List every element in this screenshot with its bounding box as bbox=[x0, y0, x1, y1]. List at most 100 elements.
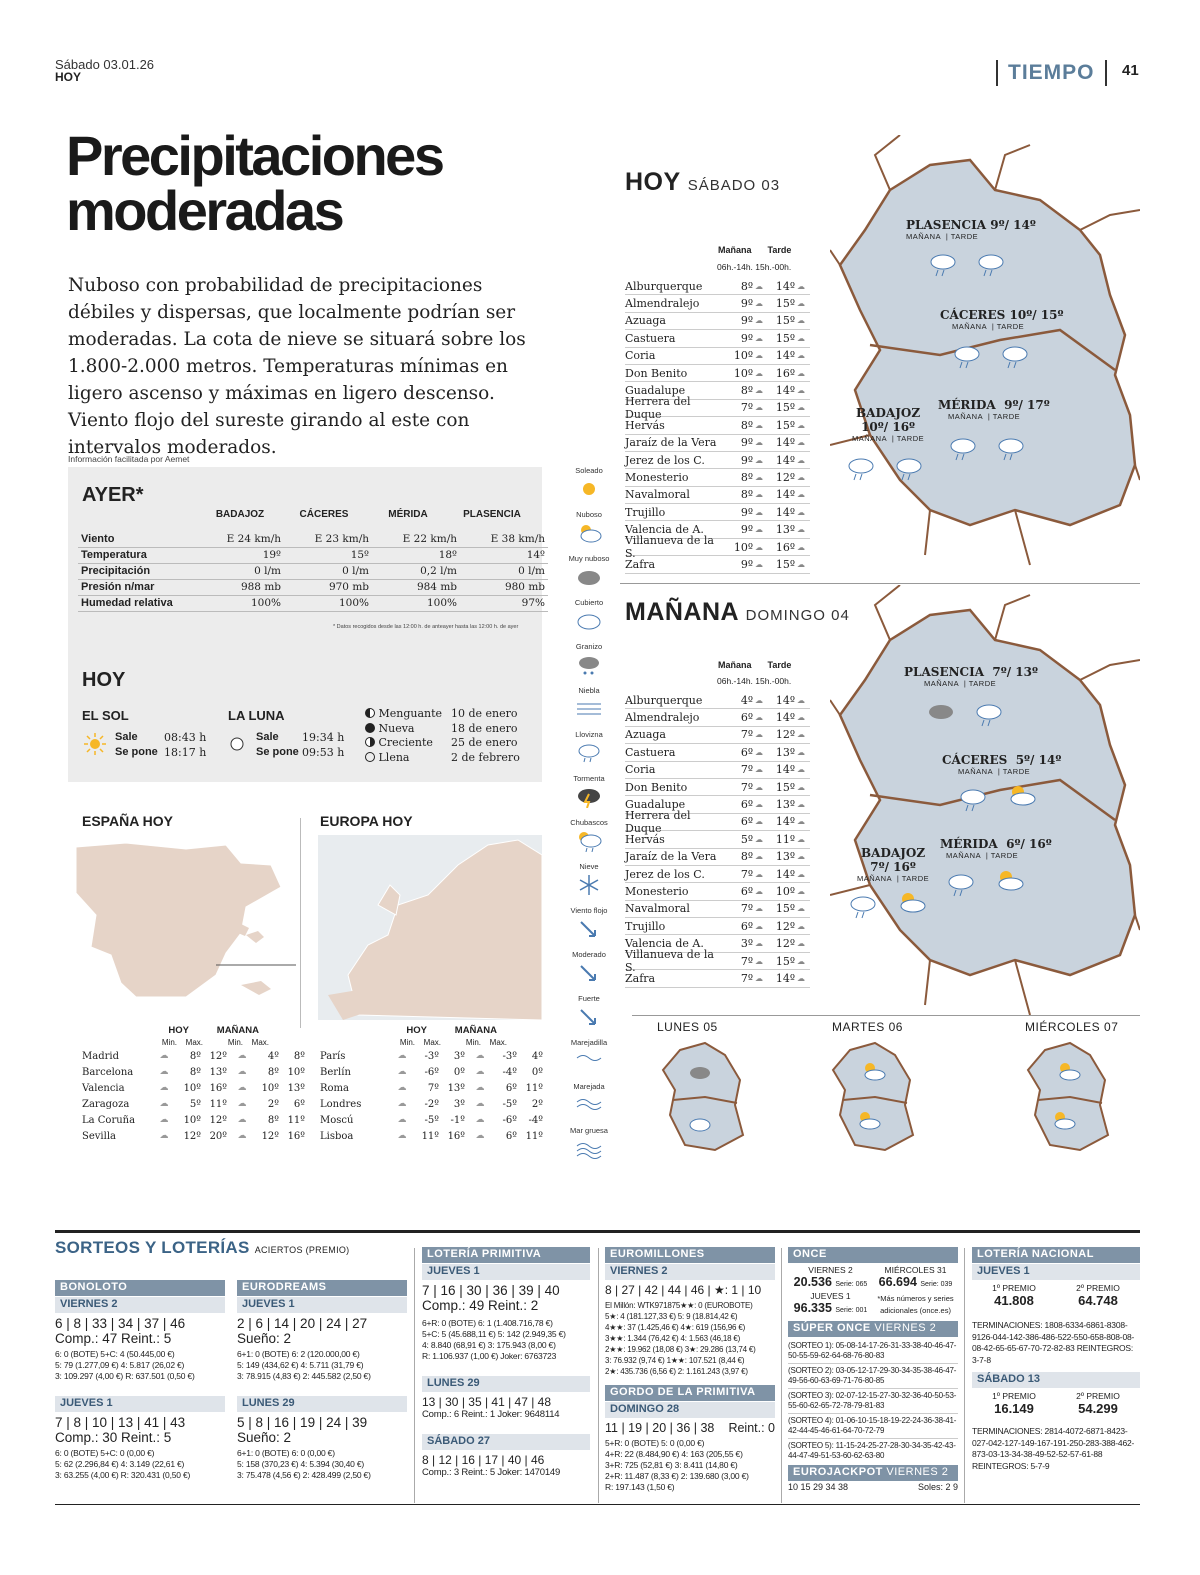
header-date: Sábado 03.01.26 bbox=[55, 57, 155, 72]
temp-afternoon: 12º bbox=[775, 937, 795, 951]
city-row: Hervás 5º ☁ 11º ☁ bbox=[625, 831, 810, 849]
cloud-icon: ☁ bbox=[797, 817, 805, 827]
temp-min: -2º bbox=[424, 1098, 439, 1110]
primitiva-header: LOTERÍA PRIMITIVA bbox=[422, 1247, 590, 1263]
city-row: Azuaga 7º ☁ 12º ☁ bbox=[625, 727, 810, 745]
temp-afternoon: 11º bbox=[775, 832, 795, 846]
weather-icon: ☁ bbox=[237, 1067, 247, 1077]
temp-max: 11º bbox=[525, 1130, 543, 1142]
primitiva-comp-2: Comp.: 6 Reint.: 1 Joker: 9648114 bbox=[422, 1409, 560, 1420]
temp-morning: 8º bbox=[740, 418, 753, 432]
temp-morning: 9º bbox=[740, 453, 753, 467]
legend-label: Llovizna bbox=[575, 730, 603, 739]
prize-line: 2★★: 19.962 (18,08 €) 3★: 29.286 (13,74 … bbox=[605, 1345, 756, 1354]
city-row: Madrid ☁ 8º 12º ☁ 4º 8º bbox=[82, 1048, 305, 1064]
divider bbox=[964, 1248, 965, 1503]
temp-morning: 8º bbox=[740, 850, 753, 864]
temp-morning: 7º bbox=[740, 867, 753, 881]
legend-label: Granizo bbox=[575, 642, 603, 651]
divider bbox=[598, 1248, 599, 1503]
cloud-icon: ☁ bbox=[755, 281, 763, 291]
city-row: Valencia ☁ 10º 16º ☁ 10º 13º bbox=[82, 1080, 305, 1096]
label-t: TARDE bbox=[992, 412, 1021, 421]
weather-icon: ☁ bbox=[237, 1131, 247, 1141]
once-value-2: 66.694 bbox=[878, 1275, 917, 1289]
prize-line: 6+1: 0 (BOTE) 6: 0 (0,00 €) bbox=[237, 1448, 335, 1458]
primitiva-numbers-1: 7 | 16 | 30 | 36 | 39 | 40 bbox=[422, 1283, 560, 1298]
cloud-icon: ☁ bbox=[755, 316, 763, 326]
cloud-icon: ☁ bbox=[797, 525, 805, 535]
temp-afternoon: 10º bbox=[775, 884, 795, 898]
legend-item: Muy nuboso bbox=[565, 554, 613, 588]
legend-label: Soleado bbox=[575, 466, 603, 475]
temp-min: -5º bbox=[424, 1114, 439, 1126]
header-publication: HOY bbox=[55, 70, 82, 84]
bonoloto-comp-1: Comp.: 47 Reint.: 5 bbox=[55, 1331, 172, 1346]
temp-max: 13º bbox=[209, 1066, 227, 1078]
temp-max: 3º bbox=[453, 1050, 465, 1062]
eurojackpot-soles: Soles: 2 9 bbox=[917, 1482, 958, 1492]
city-name: Lisboa bbox=[320, 1130, 354, 1142]
cloud-icon: ☁ bbox=[797, 438, 805, 448]
prize-line: 5+C: 5 (45.688,11 €) 5: 142 (2.949,35 €) bbox=[422, 1329, 566, 1339]
manana-col1: Mañana bbox=[718, 660, 752, 670]
eurodreams-header: EURODREAMS bbox=[237, 1280, 407, 1296]
city-row: Navalmoral 7º ☁ 15º ☁ bbox=[625, 901, 810, 919]
temp-max: 2º bbox=[531, 1098, 543, 1110]
hoy-col2b: 15h.-00h. bbox=[755, 262, 792, 272]
temp-afternoon: 16º bbox=[775, 540, 795, 554]
temp-max: 10º bbox=[287, 1066, 305, 1078]
cloud-icon: ☁ bbox=[797, 730, 805, 740]
label-m: MAÑANA bbox=[852, 434, 887, 443]
city-name: Monesterio bbox=[625, 470, 689, 484]
city-name: Barcelona bbox=[82, 1066, 134, 1078]
city-row: Azuaga 9º ☁ 15º ☁ bbox=[625, 313, 810, 331]
weather-icon: ☁ bbox=[159, 1051, 169, 1061]
cloud-icon: ☁ bbox=[755, 765, 763, 775]
hoy-box-title: HOY bbox=[82, 669, 126, 691]
super-once-header: SÚPER ONCE bbox=[793, 1322, 871, 1334]
city-row: Don Benito 7º ☁ 15º ☁ bbox=[625, 779, 810, 797]
bonoloto-numbers-2: 7 | 8 | 10 | 13 | 41 | 43 bbox=[55, 1415, 186, 1430]
city-name: Madrid bbox=[82, 1050, 119, 1062]
legend-item: Tormenta bbox=[565, 774, 613, 808]
hoy-map-title-text: HOY bbox=[625, 168, 681, 196]
manana-merida-label: MÉRIDA 6º/ 16º MAÑANA | TARDE bbox=[940, 837, 1052, 860]
temp-morning: 8º bbox=[740, 488, 753, 502]
prize-line: 4+R: 22 (8.484,90 €) 4: 163 (205,55 €) bbox=[605, 1449, 743, 1459]
cloud-icon: ☁ bbox=[797, 559, 805, 569]
temp-afternoon: 12º bbox=[775, 728, 795, 742]
ayer-table: Viento E 24 km/h E 23 km/h E 22 km/h E 38 km… bbox=[78, 531, 548, 612]
prize-line: 5: 158 (370,23 €) 4: 5.394 (30,40 €) bbox=[237, 1459, 365, 1469]
cloud-icon: ☁ bbox=[755, 921, 763, 931]
city-row: Alburquerque 8º ☁ 14º ☁ bbox=[625, 278, 810, 296]
cloud-icon: ☁ bbox=[755, 542, 763, 552]
once-serie-1: Serie: 065 bbox=[835, 1281, 868, 1288]
legend-item: Mar gruesa bbox=[565, 1126, 613, 1160]
cloud-icon: ☁ bbox=[755, 386, 763, 396]
rain-icon bbox=[848, 458, 922, 481]
temp-morning: 9º bbox=[740, 314, 753, 328]
second-prize-label: 2º PREMIO bbox=[1076, 1391, 1120, 1401]
city-name: Almendralejo bbox=[625, 711, 700, 725]
city-row: Monesterio 6º ☁ 10º ☁ bbox=[625, 883, 810, 901]
phase-name: Llena bbox=[378, 750, 410, 764]
city-name: Hervás bbox=[625, 418, 665, 432]
temp-morning: 9º bbox=[740, 436, 753, 450]
label-t: TARDE bbox=[968, 679, 997, 688]
temp-min: -5º bbox=[502, 1098, 517, 1110]
cloud-icon: ☁ bbox=[797, 386, 805, 396]
eurojackpot-header: EUROJACKPOT bbox=[793, 1466, 883, 1478]
temp-max: 20º bbox=[209, 1130, 227, 1142]
manana-badajoz-label: BADAJOZ 7º/ 16º MAÑANA | TARDE bbox=[857, 846, 930, 883]
city-name: Azuaga bbox=[625, 314, 666, 328]
weather-icon: ☁ bbox=[475, 1099, 485, 1109]
city-row: Trujillo 6º ☁ 12º ☁ bbox=[625, 918, 810, 936]
first-prize-value: 41.808 bbox=[994, 1293, 1034, 1308]
cloud-icon: ☁ bbox=[755, 559, 763, 569]
once-day-1: VIERNES 2 bbox=[808, 1265, 853, 1275]
ayer-cell: 988 mb bbox=[196, 579, 284, 596]
ayer-cell: 18º bbox=[372, 547, 460, 564]
legend-label: Viento flojo bbox=[570, 906, 608, 915]
temp-morning: 6º bbox=[740, 884, 753, 898]
